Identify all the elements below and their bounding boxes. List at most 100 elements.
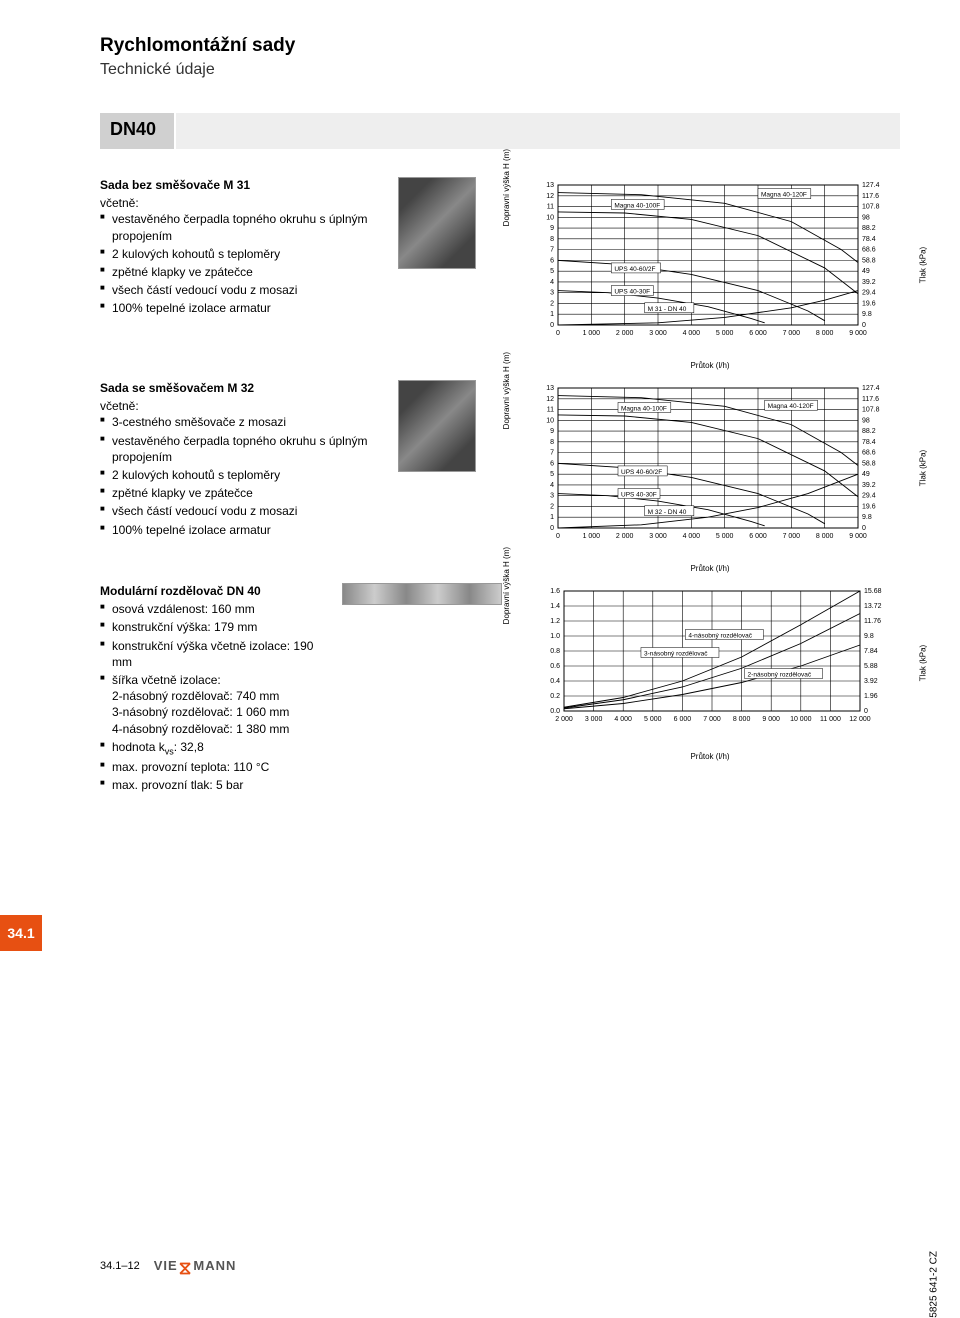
svg-text:9: 9 [550,428,554,435]
svg-text:107.8: 107.8 [862,407,880,414]
svg-text:7 000: 7 000 [783,533,801,540]
page-footer: 34.1–12 VIE⧖MANN [0,1258,960,1273]
svg-text:3.92: 3.92 [864,678,878,685]
svg-text:11: 11 [547,407,554,414]
y2-axis-label: Tlak (kPa) [918,449,927,485]
svg-text:2-násobný rozdělovač: 2-násobný rozdělovač [748,672,812,679]
svg-text:4: 4 [550,482,554,489]
svg-text:0: 0 [550,525,554,532]
svg-text:10: 10 [546,417,554,424]
svg-text:78.4: 78.4 [862,236,876,243]
bullet-item: šířka včetně izolace:2-násobný rozdělova… [100,672,324,737]
x-axis-label: Průtok (l/h) [690,752,729,761]
svg-text:7 000: 7 000 [703,716,721,723]
svg-text:127.4: 127.4 [862,182,880,189]
svg-text:Magna 40-120F: Magna 40-120F [761,192,807,199]
chart-container: 01 0002 0003 0004 0005 0006 0007 0008 00… [494,177,900,352]
y-axis-label: Dopravní výška H (m) [502,547,511,624]
section-text: Modulární rozdělovač DN 40osová vzdáleno… [100,583,324,796]
svg-text:6 000: 6 000 [674,716,692,723]
x-axis-label: Průtok (l/h) [690,564,729,573]
svg-text:3-násobný rozdělovač: 3-násobný rozdělovač [644,651,708,658]
svg-text:68.6: 68.6 [862,450,876,457]
bullet-item: konstrukční výška: 179 mm [100,619,324,635]
y2-axis-label: Tlak (kPa) [918,246,927,282]
section-text: Sada bez směšovače M 31včetně:vestavěnéh… [100,177,380,352]
svg-text:1: 1 [550,311,554,318]
svg-text:11: 11 [547,204,554,211]
y-axis-label: Dopravní výška H (m) [502,148,511,225]
svg-text:8 000: 8 000 [816,330,834,337]
svg-text:0.2: 0.2 [550,693,560,700]
svg-text:3 000: 3 000 [585,716,603,723]
svg-text:39.2: 39.2 [862,279,876,286]
page-number: 34.1–12 [100,1260,140,1272]
svg-text:0: 0 [864,708,868,715]
svg-text:1.6: 1.6 [550,588,560,595]
svg-text:5 000: 5 000 [716,533,734,540]
svg-text:49: 49 [862,268,870,275]
svg-text:58.8: 58.8 [862,460,876,467]
svg-text:13: 13 [546,385,554,392]
svg-text:12 000: 12 000 [849,716,871,723]
bullet-list: vestavěného čerpadla topného okruhu s úp… [100,211,380,316]
y-axis-label: Dopravní výška H (m) [502,351,511,428]
svg-text:88.2: 88.2 [862,225,876,232]
svg-text:9: 9 [550,225,554,232]
bullet-item: konstrukční výška včetně izolace: 190 mm [100,638,324,670]
svg-text:98: 98 [862,417,870,424]
svg-text:1.2: 1.2 [550,618,560,625]
svg-text:6 000: 6 000 [749,330,767,337]
x-axis-label: Průtok (l/h) [690,361,729,370]
svg-text:1.96: 1.96 [864,693,878,700]
svg-text:M 32 - DN 40: M 32 - DN 40 [648,509,687,516]
svg-text:UPS 40-30F: UPS 40-30F [621,492,657,499]
svg-text:2: 2 [550,300,554,307]
svg-text:6: 6 [550,460,554,467]
bullet-item: všech částí vedoucí vodu z mosazi [100,503,380,519]
bullet-item: hodnota kvs: 32,8 [100,739,324,758]
svg-text:98: 98 [862,214,870,221]
bullet-item: 3-cestného směšovače z mosazi [100,414,380,430]
svg-text:0: 0 [862,322,866,329]
bullet-item: 100% tepelné izolace armatur [100,300,380,316]
svg-text:10 000: 10 000 [790,716,812,723]
document-code: 5825 641-2 CZ [929,1251,940,1318]
bullet-list: 3-cestného směšovače z mosazi vestavěného… [100,414,380,537]
svg-text:12: 12 [546,193,554,200]
brand-logo: VIE⧖MANN [154,1258,237,1273]
svg-text:9.8: 9.8 [864,633,874,640]
bullet-item: všech částí vedoucí vodu z mosazi [100,282,380,298]
bullet-item: 100% tepelné izolace armatur [100,522,380,538]
svg-text:7.84: 7.84 [864,648,878,655]
page-subtitle: Technické údaje [100,61,900,79]
section: Modulární rozdělovač DN 40osová vzdáleno… [100,579,900,796]
svg-text:5 000: 5 000 [716,330,734,337]
section-text: Sada se směšovačem M 32 včetně:3-cestného… [100,380,380,555]
section-title: Sada se směšovačem M 32 [100,380,380,396]
section: Sada se směšovačem M 32 včetně:3-cestného… [100,376,900,555]
svg-text:Magna 40-120F: Magna 40-120F [768,403,814,410]
pump-image [398,177,476,269]
svg-text:9 000: 9 000 [849,330,867,337]
svg-text:UPS 40-30F: UPS 40-30F [614,289,650,296]
bullet-item: max. provozní teplota: 110 °C [100,759,324,775]
bullet-item: vestavěného čerpadla topného okruhu s úp… [100,211,380,243]
svg-text:5.88: 5.88 [864,663,878,670]
svg-text:0: 0 [550,322,554,329]
svg-text:5: 5 [550,268,554,275]
svg-text:107.8: 107.8 [862,204,880,211]
svg-text:3 000: 3 000 [649,330,667,337]
svg-text:117.6: 117.6 [862,396,879,403]
svg-text:7: 7 [550,247,554,254]
chart-container: 01 0002 0003 0004 0005 0006 0007 0008 00… [494,380,900,555]
svg-text:Magna 40-100F: Magna 40-100F [621,405,667,412]
svg-text:0: 0 [556,533,560,540]
svg-text:8: 8 [550,236,554,243]
svg-text:2 000: 2 000 [616,533,634,540]
svg-text:10: 10 [546,214,554,221]
svg-text:19.6: 19.6 [862,503,876,510]
bullet-item: vestavěného čerpadla topného okruhu s úp… [100,433,380,465]
svg-text:8 000: 8 000 [816,533,834,540]
section-intro: včetně: [100,398,380,414]
